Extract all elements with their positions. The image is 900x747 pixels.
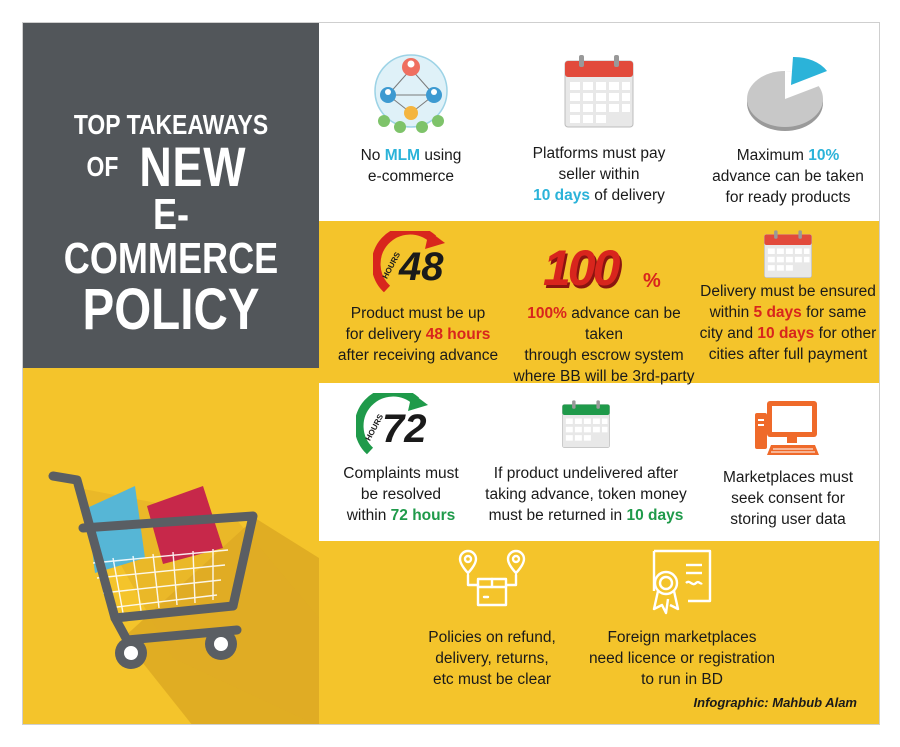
shopping-cart-icon xyxy=(48,471,319,724)
calendar-icon xyxy=(564,55,634,128)
takeaway-text: taking advance, token money xyxy=(485,486,687,503)
takeaway-delivery-days: Delivery must be ensured within 5 days f… xyxy=(695,229,879,365)
takeaway-text: Product must be up xyxy=(350,305,486,322)
takeaway-text: be resolved xyxy=(360,486,442,503)
takeaway-text: advance can be taken xyxy=(712,168,864,185)
hours-number: 48 xyxy=(399,245,444,289)
takeaway-text: Delivery must be ensured xyxy=(700,283,876,300)
calendar-icon xyxy=(562,400,610,448)
title-line-1: TOP TAKEAWAYS xyxy=(73,109,269,140)
takeaway-text: e-commerce xyxy=(367,168,455,185)
infographic-frame: TOP TAKEAWAYS OF NEW E-COMMERCE POLICY xyxy=(22,22,880,725)
calendar-icon xyxy=(764,230,812,278)
takeaway-text: Marketplaces must xyxy=(722,469,854,486)
takeaway-text: to run in BD xyxy=(641,671,723,688)
takeaway-text: within 5 days for same xyxy=(709,304,867,321)
title-line-2: OF NEW xyxy=(23,139,319,195)
takeaway-consent: Marketplaces must seek consent for stori… xyxy=(695,397,879,530)
takeaway-text: city and 10 days for other xyxy=(699,325,877,342)
infographic-title: TOP TAKEAWAYS OF NEW E-COMMERCE POLICY xyxy=(23,111,319,339)
percent-badge-number: 100 xyxy=(543,240,620,296)
takeaway-text: for delivery 48 hours xyxy=(345,326,491,343)
pie-chart-icon xyxy=(747,56,827,131)
certificate-icon xyxy=(652,549,712,615)
hours-72-badge: HOURS 72 xyxy=(356,393,446,459)
hours-48-badge: HOURS 48 xyxy=(373,231,463,297)
takeaway-text: If product undelivered after xyxy=(493,465,679,482)
takeaway-text: need licence or registration xyxy=(588,650,776,667)
clock-arrow-icon xyxy=(356,393,428,455)
percent-badge-sign: % xyxy=(643,270,661,292)
cart-panel xyxy=(23,368,319,724)
title-panel: TOP TAKEAWAYS OF NEW E-COMMERCE POLICY xyxy=(23,23,319,368)
takeaway-text: storing user data xyxy=(730,511,846,528)
takeaway-pay-seller: Platforms must pay seller within 10 days… xyxy=(499,53,699,206)
takeaway-text: 10 days of delivery xyxy=(533,187,665,204)
takeaway-text: delivery, returns, xyxy=(435,650,549,667)
takeaway-text: through escrow system xyxy=(524,347,684,364)
percent-badge-icon: 100 % xyxy=(509,231,699,297)
computer-icon xyxy=(755,401,819,455)
title-new: NEW xyxy=(139,135,247,198)
takeaway-text: within 72 hours xyxy=(346,507,456,524)
takeaway-text: Platforms must pay xyxy=(532,145,666,162)
takeaway-text: after receiving advance xyxy=(337,347,499,364)
delivery-box-icon xyxy=(458,549,526,607)
takeaway-text: No MLM using xyxy=(360,147,462,164)
takeaway-text: cities after full payment xyxy=(708,346,868,363)
title-line-3: E-COMMERCE xyxy=(63,190,279,283)
title-line-4: POLICY xyxy=(82,277,260,342)
takeaway-complaints: HOURS 72 Complaints must be resolved wit… xyxy=(321,393,481,526)
takeaway-undelivered: If product undelivered after taking adva… xyxy=(475,397,697,526)
takeaway-text: Maximum 10% xyxy=(736,147,840,164)
takeaway-text: seller within xyxy=(558,166,640,183)
row-4 xyxy=(319,541,879,724)
takeaway-refund: Policies on refund, delivery, returns, e… xyxy=(397,547,587,690)
takeaway-text: Complaints must xyxy=(343,465,459,482)
clock-arrow-icon xyxy=(373,231,445,293)
takeaway-text: etc must be clear xyxy=(432,671,552,688)
takeaway-escrow: 100 % 100% advance can be taken through … xyxy=(509,231,699,387)
takeaway-text: must be returned in 10 days xyxy=(488,507,684,524)
takeaway-mlm: No MLM using e-commerce xyxy=(321,51,501,187)
takeaway-advance-ready: Maximum 10% advance can be taken for rea… xyxy=(695,51,879,208)
takeaway-text: Policies on refund, xyxy=(428,629,556,646)
takeaway-up-48: HOURS 48 Product must be up for delivery… xyxy=(321,231,515,366)
takeaway-text: for ready products xyxy=(725,189,851,206)
network-people-icon xyxy=(374,54,448,133)
takeaways-grid: No MLM using e-commerce Platforms must p… xyxy=(319,23,879,724)
infographic-credit: Infographic: Mahbub Alam xyxy=(693,695,857,710)
takeaway-text: seek consent for xyxy=(731,490,845,507)
takeaway-text: Foreign marketplaces xyxy=(607,629,757,646)
title-of: OF xyxy=(86,151,118,182)
takeaway-text: 100% advance can be taken xyxy=(527,305,681,343)
hours-number: 72 xyxy=(382,407,427,451)
takeaway-text: where BB will be 3rd-party xyxy=(513,368,695,385)
takeaway-licence: Foreign marketplaces need licence or reg… xyxy=(577,547,787,690)
